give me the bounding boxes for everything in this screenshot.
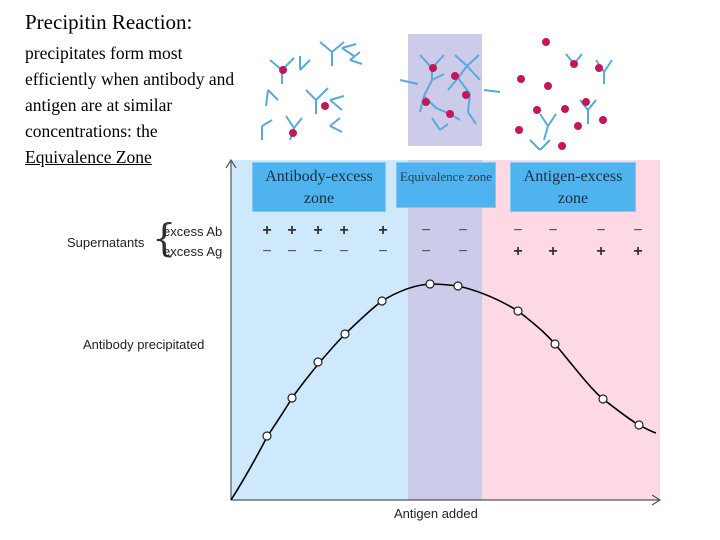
supernatant-sign: − — [421, 243, 431, 260]
point — [377, 296, 387, 306]
antigen-dot-icon — [544, 82, 552, 90]
antigen-dot-icon — [558, 142, 566, 150]
antigen-dot-icon — [515, 126, 523, 134]
supernatant-sign: − — [421, 222, 431, 239]
antigen-excess-antigens — [515, 38, 607, 150]
point — [453, 281, 463, 291]
point — [340, 329, 350, 339]
supernatant-sign: − — [458, 243, 468, 260]
supernatant-sign: + — [633, 243, 643, 260]
excess-ag-label: excess Ag — [163, 244, 223, 259]
point — [313, 357, 323, 367]
antibody-excess-region — [231, 160, 408, 500]
supernatant-sign: + — [262, 222, 272, 239]
antigen-dot-icon — [289, 129, 297, 137]
antigen-dot-icon — [599, 116, 607, 124]
antibody-excess-antigens — [279, 66, 329, 137]
x-axis-label: Antigen added — [394, 506, 478, 521]
point — [287, 393, 297, 403]
supernatant-sign: − — [596, 222, 606, 239]
supernatant-sign: − — [633, 222, 643, 239]
supernatant-sign: − — [287, 243, 297, 260]
supernatant-sign: + — [548, 243, 558, 260]
equivalence-antigens — [422, 64, 470, 118]
curve-points — [262, 279, 644, 441]
supernatant-sign: − — [262, 243, 272, 260]
antibody-excess-zone-label: Antibody-excess zone — [252, 162, 386, 212]
axes — [225, 158, 662, 506]
point — [513, 306, 523, 316]
slide-description: precipitates form most efficiently when … — [25, 40, 240, 170]
antigen-dot-icon — [446, 110, 454, 118]
supernatant-sign: − — [339, 243, 349, 260]
antigen-dot-icon — [279, 66, 287, 74]
y-axis-label: Antibody precipitated — [83, 337, 205, 352]
supernatant-sign: − — [548, 222, 558, 239]
point — [634, 420, 644, 430]
antigen-dot-icon — [574, 122, 582, 130]
equivalence-region — [408, 160, 482, 500]
point — [262, 431, 272, 441]
point — [550, 339, 560, 349]
point — [598, 394, 608, 404]
supernatant-sign: − — [313, 243, 323, 260]
supernatant-sign: − — [458, 222, 468, 239]
antigen-excess-region — [482, 160, 660, 500]
supernatant-sign: − — [513, 222, 523, 239]
antigen-dot-icon — [422, 98, 430, 106]
antigen-dot-icon — [429, 64, 437, 72]
slide-title: Precipitin Reaction: — [25, 10, 193, 34]
supernatants-brace: { — [152, 216, 177, 260]
supernatants-label: Supernatants — [67, 235, 145, 250]
supernatant-sign: + — [313, 222, 323, 239]
antibody-excess-illustration — [261, 41, 363, 141]
supernatant-sign: − — [378, 243, 388, 260]
antigen-dot-icon — [451, 72, 459, 80]
antigen-dot-icon — [517, 75, 525, 83]
excess-ab-label: excess Ab — [163, 224, 223, 239]
point — [425, 279, 435, 289]
antigen-dot-icon — [570, 60, 578, 68]
supernatant-sign: + — [596, 243, 606, 260]
antigen-excess-zone-label: Antigen-excess zone — [510, 162, 636, 212]
description-text: precipitates form most efficiently when … — [25, 43, 235, 141]
supernatant-sign: + — [513, 243, 523, 260]
antigen-dot-icon — [321, 102, 329, 110]
antigen-excess-antibodies — [529, 53, 613, 151]
antigen-dot-icon — [542, 38, 550, 46]
supernatant-sign: + — [287, 222, 297, 239]
antigen-dot-icon — [533, 106, 541, 114]
lattice-panel — [408, 34, 482, 146]
antigen-dot-icon — [561, 105, 569, 113]
antigen-dot-icon — [462, 91, 470, 99]
equivalence-zone-link: Equivalence Zone — [25, 147, 152, 167]
antigen-dot-icon — [582, 98, 590, 106]
antigen-dot-icon — [595, 64, 603, 72]
equivalence-zone-label: Equivalence zone — [396, 162, 496, 208]
supernatant-sign: + — [378, 222, 388, 239]
supernatant-sign: + — [339, 222, 349, 239]
